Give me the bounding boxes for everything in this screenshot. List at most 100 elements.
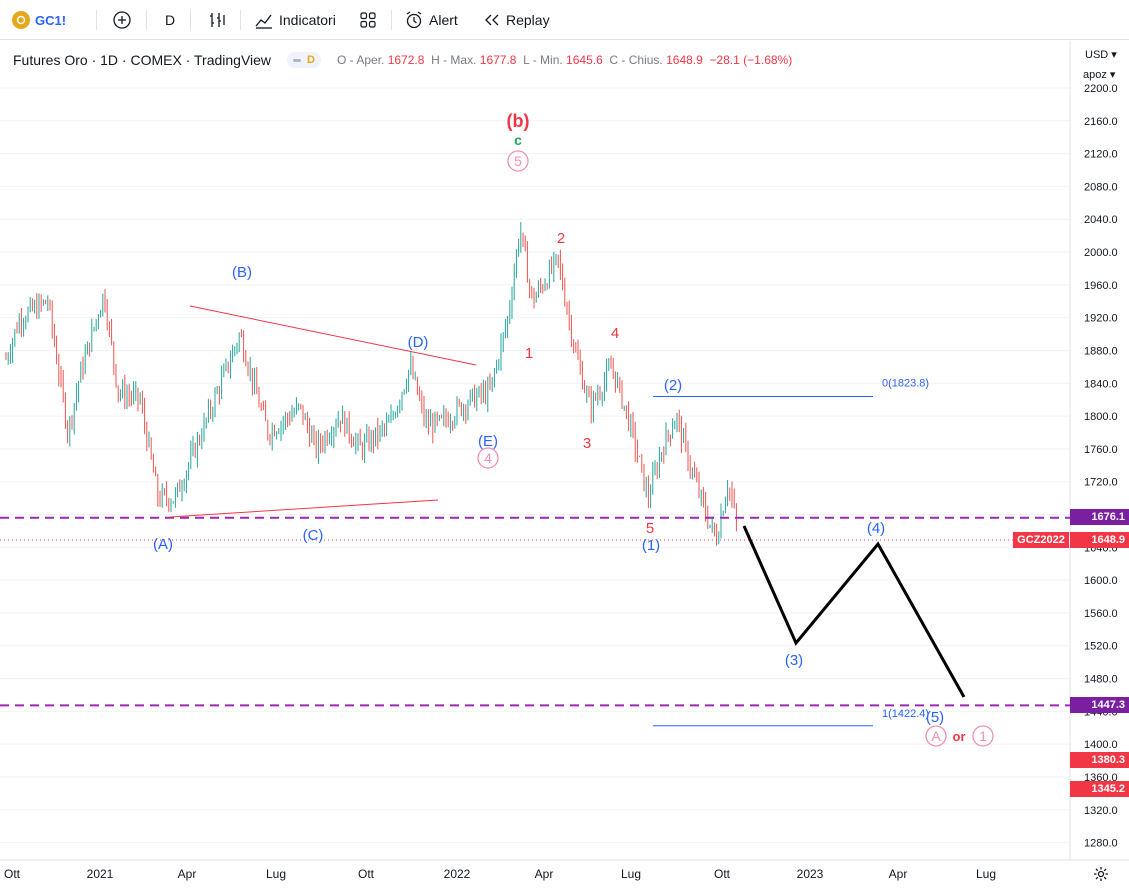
wave-label: (A) (153, 536, 173, 553)
price-tick-label: 1280.0 (1084, 838, 1118, 850)
price-tick-label: 1840.0 (1084, 378, 1118, 390)
compare-button[interactable] (112, 0, 132, 40)
bar-chart-type-icon (210, 13, 225, 27)
chart-type-button[interactable] (207, 0, 227, 40)
replay-label: Replay (506, 12, 550, 28)
wave-label: 4 (611, 325, 619, 342)
time-tick-label: Ott (714, 867, 731, 881)
time-tick-label: Apr (889, 867, 908, 881)
time-tick-label: Apr (178, 867, 197, 881)
price-tick-label: 2120.0 (1084, 149, 1118, 161)
wave-label: c (514, 132, 522, 148)
wave-label: (3) (785, 652, 803, 669)
wave-label: 4 (484, 450, 492, 466)
fib-level-label: 1(1422.4) (882, 708, 929, 720)
price-tick-label: 1400.0 (1084, 739, 1118, 751)
wave-label-circle (925, 725, 947, 747)
wave-label: (D) (408, 334, 429, 351)
price-tick-label: 1320.0 (1084, 805, 1118, 817)
price-tag-1380: 1380.3 (1070, 752, 1129, 768)
replay-icon (485, 14, 499, 26)
time-tick-label: 2023 (797, 867, 824, 881)
price-tick-label: 1880.0 (1084, 345, 1118, 357)
pill-dot (293, 58, 302, 62)
wave-label-circle (477, 447, 499, 469)
price-tick-label: 1360.0 (1084, 772, 1118, 784)
wave-label: (5) (926, 709, 944, 726)
low-label: L - Min. (523, 53, 563, 67)
indicators-label: Indicatori (279, 12, 336, 28)
alert-button[interactable]: Alert (404, 0, 458, 40)
time-tick-label: Lug (621, 867, 641, 881)
high-label: H - Max. (431, 53, 477, 67)
triangle-upper-trendline (189, 305, 477, 366)
price-tick-label: 1960.0 (1084, 280, 1118, 292)
scale-mode-selector[interactable]: apoz ▾ (1083, 69, 1116, 81)
time-tick-label: Lug (266, 867, 286, 881)
open-label: O - Aper. (337, 53, 385, 67)
chart-legend: Futures Oro · 1D · COMEX · TradingView D… (13, 50, 792, 70)
price-tick-label: 1600.0 (1084, 575, 1118, 587)
chart-area[interactable]: 0(1823.8) 1(1422.4) (b) c 5 (B) (D) (E) 4 (A) (C)… (0, 41, 1129, 892)
wave-labels-layer: (b)c5(B)(D)(E)4(A)(C)12345(1)(2)(3)(4)(5… (153, 111, 994, 747)
price-tick-label: 1920.0 (1084, 313, 1118, 325)
legend-title: Futures Oro · 1D · COMEX · TradingView (13, 52, 272, 68)
elliott-projection-path (742, 525, 966, 698)
wave-label: (b) (507, 111, 530, 131)
wave-label: (E) (478, 433, 498, 450)
time-tick-label: Apr (535, 867, 554, 881)
price-tick-label: 1560.0 (1084, 608, 1118, 620)
legend-pill[interactable]: D (287, 52, 321, 68)
price-tick-label: 1480.0 (1084, 674, 1118, 686)
wave-label: (B) (232, 264, 252, 281)
chart-canvas[interactable]: 0(1823.8)1(1422.4) (b)c5(B)(D)(E)4(A)(C)… (0, 41, 1129, 892)
price-tick-label: 2040.0 (1084, 214, 1118, 226)
price-tick-label: 2200.0 (1084, 83, 1118, 95)
contract-tag: GCZ2022 (1013, 532, 1069, 548)
time-tick-label: Lug (976, 867, 996, 881)
wave-label-circle (972, 725, 994, 747)
time-tick-label: Ott (358, 867, 375, 881)
candlestick-series (5, 222, 737, 546)
replay-button[interactable]: Replay (483, 0, 550, 40)
wave-label: or (953, 729, 966, 744)
wave-label: 5 (646, 520, 654, 537)
toolbar-divider (96, 10, 97, 30)
indicators-icon (255, 14, 272, 29)
high-value: 1677.8 (479, 53, 517, 67)
drawings-layer: 0(1823.8) 1(1422.4) (0, 305, 1070, 727)
interval-button[interactable]: D (165, 0, 175, 40)
wave-label: (4) (867, 520, 885, 537)
price-tag-1345: 1345.2 (1070, 781, 1129, 797)
wave-label: (1) (642, 537, 660, 554)
wave-label: 3 (583, 435, 591, 452)
change-value: −28.1 (−1.68%) (709, 53, 793, 67)
templates-icon (360, 12, 376, 28)
symbol-logo-icon (12, 11, 30, 29)
interval-label: D (165, 12, 176, 28)
pill-label: D (307, 54, 315, 66)
wave-label: (2) (664, 377, 682, 394)
time-tick-label: 2022 (444, 867, 471, 881)
wave-label: 1 (979, 728, 987, 744)
triangle-lower-trendline (169, 499, 439, 518)
close-value: 1648.9 (666, 53, 703, 67)
open-value: 1672.8 (387, 53, 425, 67)
currency-selector[interactable]: USD ▾ (1085, 49, 1117, 61)
low-value: 1645.6 (566, 53, 603, 67)
price-tick-label: 2080.0 (1084, 181, 1118, 193)
wave-label: 2 (557, 230, 565, 247)
add-symbol-icon (113, 11, 131, 29)
templates-button[interactable] (359, 0, 377, 40)
alert-icon (406, 11, 422, 29)
price-tick-label: 1800.0 (1084, 411, 1118, 423)
symbol-search[interactable]: GC1! (12, 0, 66, 40)
price-tick-label: 1720.0 (1084, 477, 1118, 489)
symbol-name: GC1! (35, 12, 67, 28)
wave-label: 1 (525, 345, 533, 362)
price-tick-label: 1760.0 (1084, 444, 1118, 456)
top-toolbar: GC1! D Indicatori Alert Replay (0, 0, 1129, 40)
indicators-button[interactable]: Indicatori (254, 0, 336, 40)
price-tick-label: 2160.0 (1084, 116, 1118, 128)
settings-gear-icon[interactable] (1093, 866, 1109, 887)
